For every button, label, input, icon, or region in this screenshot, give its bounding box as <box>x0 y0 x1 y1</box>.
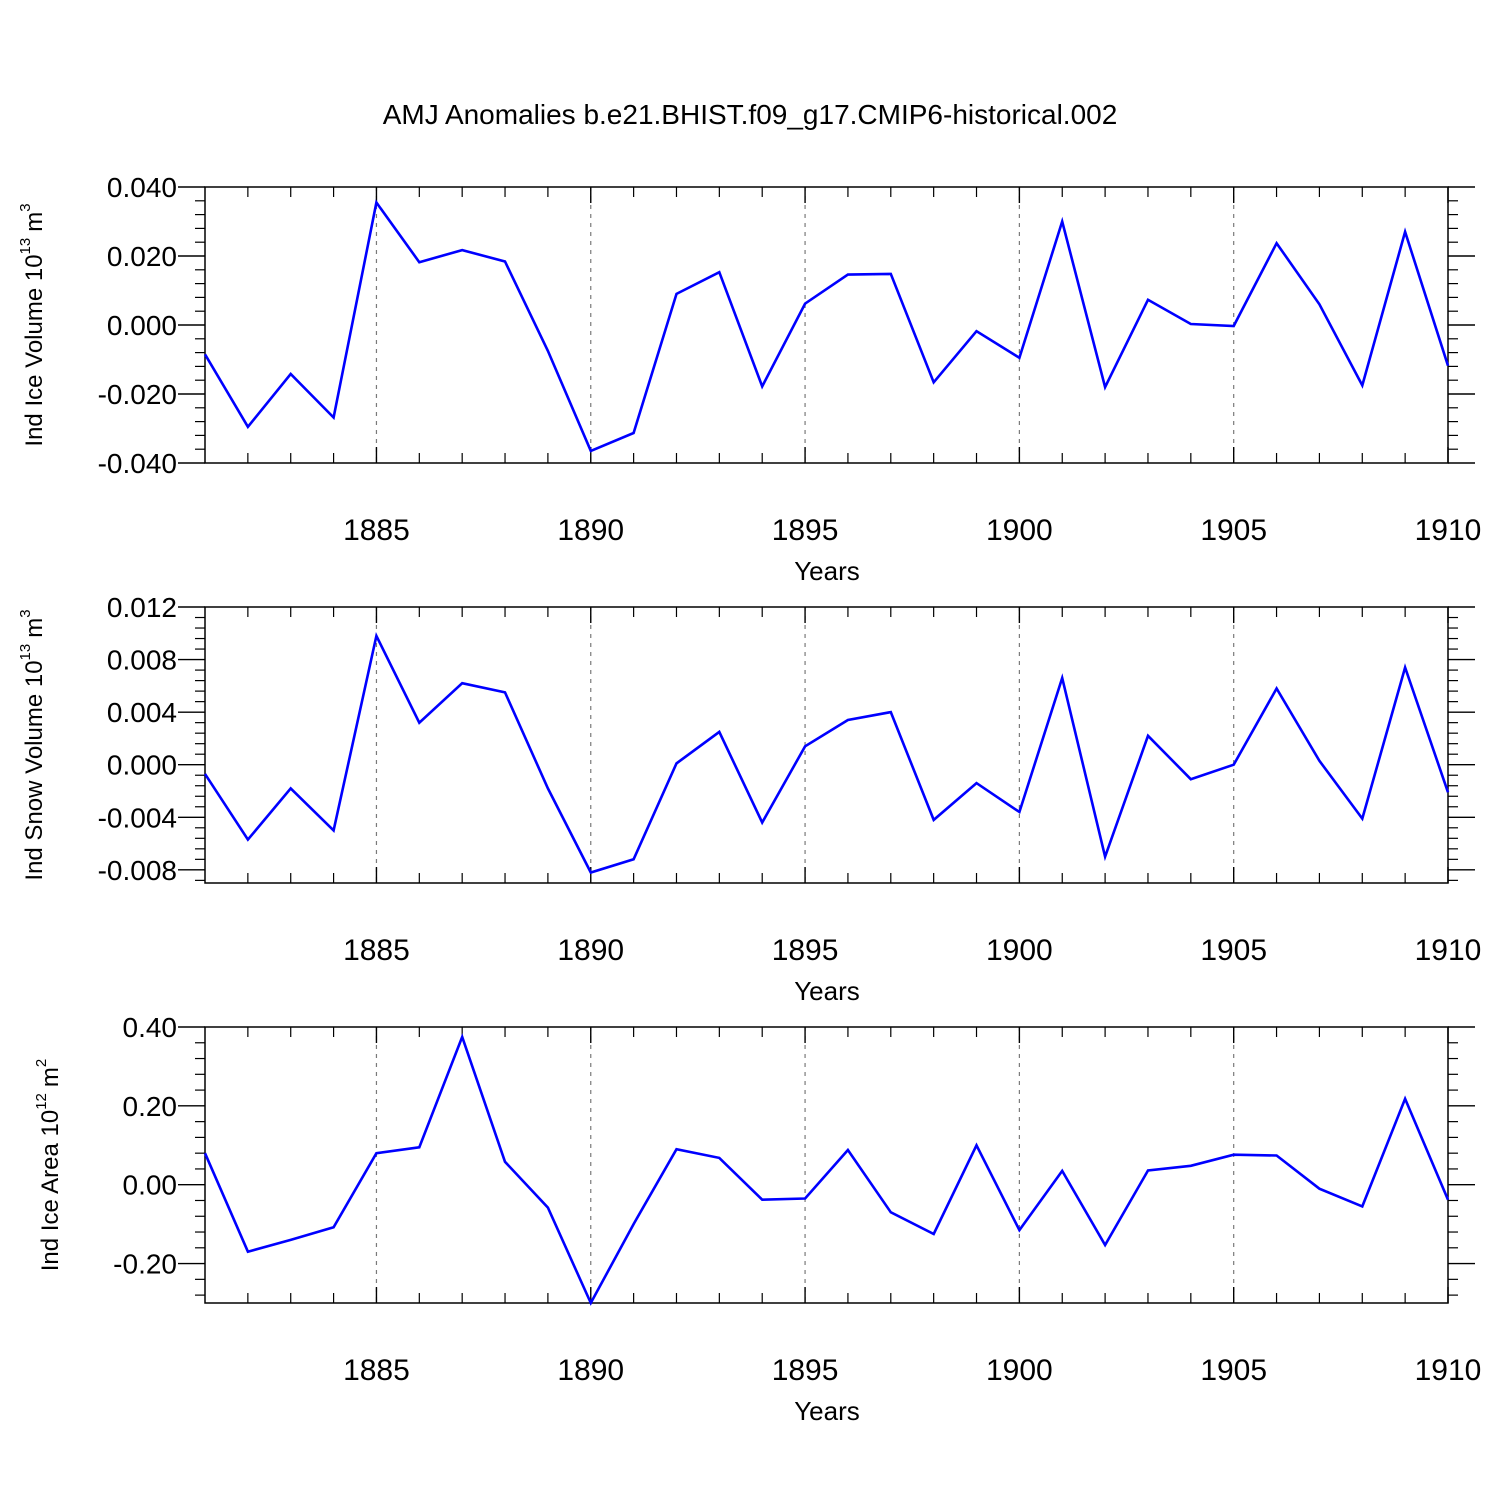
y-axis-label-unit: m <box>21 212 48 232</box>
x-axis-label: Years <box>794 1396 860 1426</box>
y-axis-label: Ind Ice Area 1012 m2 <box>33 1059 64 1271</box>
series-line <box>203 632 1450 875</box>
chart-panel-2: -0.008 -0.004 0.000 0.004 0.008 0.012 1885 1890… <box>17 592 1481 1006</box>
x-axis-label: Years <box>794 556 860 586</box>
x-tick-label: 1905 <box>1200 514 1267 547</box>
x-tick-label: 1885 <box>343 514 410 547</box>
y-axis-label-unit: m <box>21 618 48 638</box>
y-tick-label: 0.000 <box>107 750 177 781</box>
y-axis-label-unit: m <box>37 1067 64 1087</box>
y-tick-label: -0.004 <box>98 802 177 833</box>
y-tick-label: -0.040 <box>98 448 177 479</box>
x-tick-label: 1890 <box>557 1354 624 1387</box>
x-tick-label: 1900 <box>986 1354 1053 1387</box>
y-tick-label: 0.020 <box>107 241 177 272</box>
x-tick-label: 1890 <box>557 934 624 967</box>
panels: -0.040 -0.020 0.000 0.020 0.040 1885 1890 1895 1… <box>17 172 1481 1426</box>
x-tick-label: 1900 <box>986 934 1053 967</box>
x-tick-label: 1910 <box>1415 514 1482 547</box>
x-tick-label: 1885 <box>343 1354 410 1387</box>
y-tick-label: -0.008 <box>98 855 177 886</box>
plot-frame <box>204 606 1449 884</box>
chart-panel-1: -0.040 -0.020 0.000 0.020 0.040 1885 1890 1895 1… <box>17 172 1481 586</box>
x-tick-label: 1885 <box>343 934 410 967</box>
plot-frame <box>204 1026 1449 1304</box>
y-axis-label-text: Ind Snow Volume 10 <box>21 660 48 880</box>
x-tick-label: 1905 <box>1200 934 1267 967</box>
chart-panel-3: -0.20 0.00 0.20 0.40 1885 1890 1895 1900 1905 191… <box>33 1012 1481 1426</box>
x-tick-label: 1910 <box>1415 934 1482 967</box>
series-line <box>203 1033 1450 1306</box>
y-tick-label: 0.40 <box>123 1012 178 1043</box>
x-tick-label: 1895 <box>772 934 839 967</box>
x-tick-label: 1905 <box>1200 1354 1267 1387</box>
y-tick-label: 0.012 <box>107 592 177 623</box>
y-axis-label-text: Ind Ice Area 10 <box>37 1110 64 1271</box>
y-axis-label: Ind Ice Volume 1013 m3 <box>17 203 48 446</box>
y-tick-label: -0.20 <box>113 1249 177 1280</box>
x-tick-label: 1890 <box>557 514 624 547</box>
x-tick-label: 1895 <box>772 514 839 547</box>
x-axis-label: Years <box>794 976 860 1006</box>
x-tick-label: 1900 <box>986 514 1053 547</box>
y-axis-label-exponent: 13 <box>17 644 34 661</box>
y-tick-label: 0.000 <box>107 310 177 341</box>
y-axis-label-unit-exponent: 3 <box>17 609 34 617</box>
y-tick-label: 0.040 <box>107 172 177 203</box>
x-tick-label: 1895 <box>772 1354 839 1387</box>
x-tick-label: 1910 <box>1415 1354 1482 1387</box>
y-tick-label: 0.00 <box>123 1170 178 1201</box>
y-axis-label-unit-exponent: 2 <box>33 1059 50 1067</box>
figure-title: AMJ Anomalies b.e21.BHIST.f09_g17.CMIP6-… <box>383 99 1118 130</box>
y-axis-label-text: Ind Ice Volume 10 <box>21 254 48 446</box>
y-axis-label-exponent: 13 <box>17 238 34 255</box>
y-tick-label: -0.020 <box>98 379 177 410</box>
y-axis-label-unit-exponent: 3 <box>17 203 34 211</box>
y-tick-label: 0.008 <box>107 645 177 676</box>
y-axis-label-exponent: 12 <box>33 1093 50 1110</box>
y-tick-label: 0.20 <box>123 1091 178 1122</box>
plot-frame <box>204 186 1449 464</box>
y-axis-label: Ind Snow Volume 1013 m3 <box>17 609 48 880</box>
series-line <box>203 199 1450 453</box>
y-tick-label: 0.004 <box>107 697 177 728</box>
